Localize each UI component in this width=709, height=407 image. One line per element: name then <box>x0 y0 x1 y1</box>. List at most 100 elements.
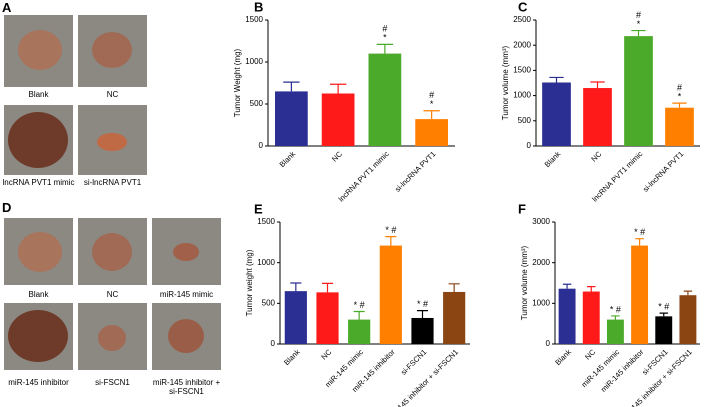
error-bar <box>376 43 394 54</box>
x-tick-label: NC <box>589 149 603 163</box>
error-bar <box>590 81 605 89</box>
bar <box>631 245 649 344</box>
x-tick-label: si-lncRNA PVT1 <box>393 149 437 193</box>
panel-label: B <box>254 0 263 14</box>
y-axis-label: Tumor volume (mm³) <box>501 45 510 120</box>
y-tick-label: 2000 <box>532 258 550 267</box>
bar <box>583 88 612 146</box>
error-bar <box>423 110 440 120</box>
y-tick-label: 500 <box>250 99 264 108</box>
significance-marker: * # <box>658 301 669 311</box>
significance-marker: * <box>637 19 641 29</box>
photo-caption: miR-145 mimic <box>159 290 214 299</box>
y-tick-label: 1500 <box>257 217 275 226</box>
panel-label: A <box>2 0 12 15</box>
y-tick-label: 1000 <box>257 258 275 267</box>
significance-marker: # <box>429 90 434 100</box>
bar <box>542 82 571 146</box>
x-tick-label: NC <box>330 149 344 163</box>
bar <box>655 316 673 344</box>
bar <box>284 291 307 344</box>
y-tick-label: 2000 <box>513 40 531 49</box>
x-tick-label: Blank <box>543 149 563 169</box>
photo-caption: Blank <box>28 290 49 299</box>
y-tick-label: 0 <box>271 339 276 348</box>
significance-marker: * # <box>634 227 645 237</box>
x-tick-label: miR-145 inhibitor <box>599 347 646 394</box>
y-tick-label: 1000 <box>513 91 531 100</box>
bar <box>582 291 600 344</box>
bar <box>665 107 694 146</box>
bar <box>275 91 308 146</box>
photo-caption: Blank <box>28 90 49 99</box>
error-bar <box>448 283 460 292</box>
bar <box>443 291 466 344</box>
photo-caption: miR-145 inhibitor <box>8 378 69 387</box>
x-tick-label: lncRNA PVT1 mimic <box>337 149 391 203</box>
bar <box>321 93 355 146</box>
y-tick-label: 0 <box>546 339 551 348</box>
x-tick-label: si-FSCN1 <box>399 347 428 376</box>
significance-marker: # <box>636 10 641 20</box>
bar <box>415 119 448 146</box>
y-tick-label: 1000 <box>532 298 550 307</box>
x-tick-label: Blank <box>282 347 302 367</box>
x-tick-label: NC <box>319 347 333 361</box>
bar <box>348 319 371 344</box>
y-tick-label: 1500 <box>245 15 263 24</box>
significance-marker: * # <box>610 304 621 314</box>
x-tick-label: si-lncRNA PVT1 <box>641 149 685 193</box>
photo-caption: lncRNA PVT1 mimic <box>2 178 75 187</box>
bar <box>606 319 624 344</box>
significance-marker: * # <box>417 299 428 309</box>
panel-label: D <box>2 200 12 215</box>
photo-caption: si-FSCN1 <box>95 378 130 387</box>
photos <box>4 15 221 370</box>
photo-caption: NC <box>106 290 119 299</box>
y-tick-label: 500 <box>262 298 276 307</box>
bar <box>368 53 402 146</box>
panel-label: E <box>254 201 263 216</box>
photo-caption: NC <box>106 90 119 99</box>
error-bar <box>549 76 564 83</box>
photo-caption: miR-145 inhibitor + si-FSCN1 <box>152 378 221 396</box>
error-bar <box>631 29 646 37</box>
y-axis-label: Tumor volume (mm³) <box>520 245 529 320</box>
panel-label: C <box>518 0 528 14</box>
significance-marker: * # <box>385 225 396 235</box>
photo-caption: si-lncRNA PVT1 <box>83 178 142 187</box>
error-bar <box>321 282 334 293</box>
significance-marker: * <box>430 99 434 109</box>
error-bar <box>353 310 365 320</box>
y-axis-label: Tumor weight (mg) <box>245 249 254 316</box>
significance-marker: * <box>678 92 682 102</box>
error-bar <box>672 102 687 108</box>
significance-marker: * <box>383 33 387 43</box>
error-bar <box>683 290 693 296</box>
error-bar <box>290 282 302 292</box>
error-bar <box>611 315 620 320</box>
error-bar <box>587 286 596 292</box>
x-tick-label: Blank <box>553 347 573 367</box>
x-tick-label: Blank <box>278 149 298 169</box>
bar <box>679 295 697 344</box>
y-tick-label: 0 <box>527 141 532 150</box>
y-tick-label: 3000 <box>532 217 550 226</box>
bar <box>411 317 434 344</box>
bar <box>379 245 402 344</box>
y-tick-label: 1000 <box>245 57 263 66</box>
significance-marker: * # <box>354 300 365 310</box>
y-tick-label: 2500 <box>513 15 531 24</box>
panel-label: F <box>518 201 526 216</box>
y-axis-label: Tumor Weight (mg) <box>233 48 242 117</box>
error-bar <box>416 310 429 318</box>
bar <box>316 292 339 344</box>
y-tick-label: 1500 <box>513 66 531 75</box>
bar <box>624 36 653 146</box>
error-bar <box>635 238 644 246</box>
error-bar <box>659 312 668 317</box>
error-bar <box>385 236 397 246</box>
significance-marker: # <box>677 83 682 93</box>
